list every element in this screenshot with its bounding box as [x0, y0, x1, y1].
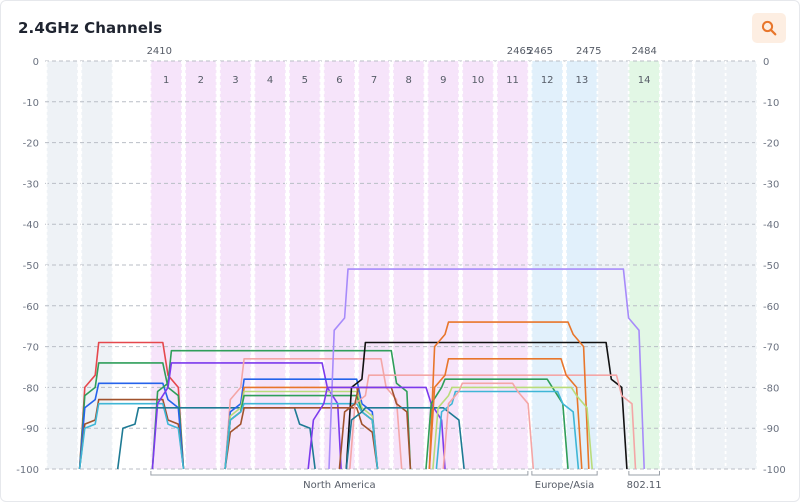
y-tick-label-right: -10 — [763, 98, 779, 109]
region-bracket — [628, 471, 660, 476]
y-tick-label-left: -10 — [23, 98, 39, 109]
magnifier-icon — [761, 20, 777, 36]
series-line — [78, 341, 185, 470]
frequency-mark: 2475 — [576, 46, 601, 57]
channel-label: 9 — [440, 75, 446, 86]
y-tick-label-left: -30 — [23, 179, 39, 190]
y-tick-label-right: -20 — [763, 139, 779, 150]
region-label: Europe/Asia — [535, 480, 595, 491]
channel-label: 13 — [575, 75, 588, 86]
y-tick-label-right: -80 — [763, 383, 779, 394]
channel-label: 11 — [506, 75, 519, 86]
region-bracket — [150, 471, 529, 476]
region-label: 802.11 — [627, 480, 662, 491]
page-title: 2.4GHz Channels — [18, 19, 163, 37]
y-tick-label-right: -100 — [763, 465, 786, 476]
series-line — [435, 390, 580, 470]
y-tick-label-left: -20 — [23, 139, 39, 150]
frequency-mark: 2465 — [528, 46, 553, 57]
region-label: North America — [303, 480, 375, 491]
region-bracket — [531, 471, 598, 476]
series-line — [428, 357, 583, 470]
frequency-mark: 2410 — [147, 46, 172, 57]
y-tick-label-left: -50 — [23, 261, 39, 272]
y-tick-label-left: -40 — [23, 220, 39, 231]
series-line — [307, 386, 446, 470]
y-tick-label-right: -50 — [763, 261, 779, 272]
series-line — [428, 321, 590, 470]
channel-label: 12 — [541, 75, 554, 86]
y-tick-label-left: -60 — [23, 302, 39, 313]
channel-label: 7 — [371, 75, 377, 86]
series-line — [224, 390, 379, 470]
series-line — [78, 402, 185, 470]
frequency-mark: 2465 — [507, 46, 532, 57]
y-tick-label-right: 0 — [763, 57, 769, 68]
y-tick-label-left: -90 — [23, 424, 39, 435]
channel-label: 4 — [267, 75, 273, 86]
series-line — [78, 398, 185, 470]
y-tick-label-left: -100 — [16, 465, 39, 476]
series-line — [442, 382, 535, 470]
zoom-button[interactable] — [752, 13, 786, 43]
y-tick-label-right: -70 — [763, 343, 779, 354]
series-line — [224, 402, 379, 470]
series-line — [151, 349, 412, 470]
series-line — [349, 374, 637, 470]
series-line — [78, 382, 185, 470]
y-tick-label-left: 0 — [33, 57, 39, 68]
y-tick-label-right: -90 — [763, 424, 779, 435]
channel-label: 1 — [163, 75, 169, 86]
channel-label: 6 — [336, 75, 342, 86]
y-tick-label-left: -80 — [23, 383, 39, 394]
series-line — [224, 378, 379, 470]
series-line — [78, 362, 185, 470]
y-tick-label-right: -40 — [763, 220, 779, 231]
frequency-mark: 2484 — [631, 46, 656, 57]
series-line — [151, 362, 342, 470]
channel-label: 10 — [472, 75, 485, 86]
series-line — [328, 268, 645, 470]
series-line — [224, 406, 379, 470]
series-line — [116, 406, 316, 470]
series-line — [432, 386, 593, 470]
channel-label: 8 — [405, 75, 411, 86]
y-tick-label-left: -70 — [23, 343, 39, 354]
channel-label: 2 — [198, 75, 204, 86]
channel-label: 3 — [232, 75, 238, 86]
y-tick-label-right: -30 — [763, 179, 779, 190]
channel-label: 14 — [638, 75, 651, 86]
channel-label: 5 — [302, 75, 308, 86]
y-tick-label-right: -60 — [763, 302, 779, 313]
series-line — [345, 406, 465, 470]
